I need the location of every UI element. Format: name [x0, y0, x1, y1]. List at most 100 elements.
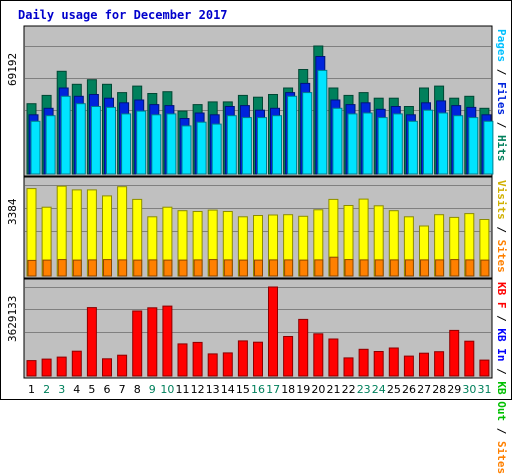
- day-label-17: 17: [266, 383, 280, 396]
- bar-bottom-kb_f-3: [56, 356, 67, 377]
- max-label-bottom: 3629133: [6, 295, 19, 342]
- legend-middle-part: Sites: [495, 239, 508, 273]
- day-label-22: 22: [342, 383, 356, 396]
- legend-middle: Visits / Sites: [495, 180, 508, 273]
- bar-bottom-kb_f-1: [26, 360, 37, 377]
- bar-bottom-kb_f-27: [419, 352, 429, 377]
- bar-middle-sites-18: [284, 259, 294, 277]
- bar-middle-sites-26: [404, 259, 414, 277]
- bar-bottom-kb_f-12: [192, 341, 203, 377]
- bar-middle-sites-7: [118, 259, 128, 277]
- bar-top-pages-14: [226, 115, 237, 175]
- bar-top-pages-6: [106, 106, 116, 175]
- day-label-16: 16: [251, 383, 265, 396]
- bar-top-pages-16: [257, 117, 267, 175]
- day-label-15: 15: [236, 383, 250, 396]
- day-label-6: 6: [104, 383, 111, 396]
- bar-top-pages-23: [362, 112, 373, 175]
- legend-bottom-part: KB In: [495, 328, 508, 362]
- max-label-middle: 3384: [6, 198, 19, 226]
- day-label-28: 28: [432, 383, 446, 396]
- usage-chart: 1 2 3 4 5 6 7 8 9 10 11 12 13 14 15 16 17 18 19 20 21 22 23 24 2…: [23, 25, 494, 396]
- bar-middle-sites-30: [465, 259, 475, 277]
- bar-middle-sites-2: [42, 259, 52, 277]
- day-label-27: 27: [417, 383, 431, 396]
- bar-top-pages-4: [75, 103, 86, 175]
- legend-bottom-part: /: [495, 308, 508, 329]
- page-title: Daily usage for December 2017: [18, 8, 228, 22]
- legend-top-part: Pages: [495, 29, 508, 63]
- bar-bottom-kb_f-22: [343, 357, 354, 377]
- bar-bottom-kb_f-24: [373, 351, 384, 377]
- bar-bottom-kb_f-15: [237, 340, 248, 377]
- bar-top-pages-27: [423, 109, 433, 175]
- bar-top-pages-15: [241, 117, 252, 175]
- legend-top-part: /: [495, 115, 508, 135]
- day-label-29: 29: [447, 383, 461, 396]
- day-label-25: 25: [387, 383, 401, 396]
- day-label-5: 5: [88, 383, 95, 396]
- bar-bottom-kb_f-4: [71, 350, 82, 377]
- bar-top-pages-1: [30, 120, 41, 175]
- day-label-4: 4: [73, 383, 80, 396]
- bar-top-pages-20: [317, 69, 328, 175]
- bar-bottom-kb_f-17: [268, 286, 278, 377]
- day-label-11: 11: [176, 383, 190, 396]
- bar-middle-sites-1: [27, 259, 37, 277]
- bar-top-pages-19: [302, 92, 313, 175]
- bar-middle-sites-31: [480, 259, 490, 277]
- bar-top-pages-26: [407, 120, 418, 175]
- bar-bottom-kb_f-30: [464, 340, 475, 377]
- bar-middle-sites-5: [87, 259, 97, 277]
- bar-middle-sites-17: [269, 259, 278, 277]
- bar-bottom-kb_f-19: [298, 318, 309, 377]
- bar-middle-sites-28: [435, 259, 445, 277]
- bar-top-pages-13: [211, 123, 222, 175]
- bar-top-pages-11: [181, 125, 192, 175]
- day-label-10: 10: [160, 383, 174, 396]
- bar-middle-sites-23: [359, 259, 369, 277]
- bar-top-pages-7: [121, 113, 132, 175]
- bar-middle-sites-4: [72, 259, 82, 277]
- legend-middle-part: /: [495, 219, 508, 240]
- bar-bottom-kb_f-14: [222, 352, 233, 377]
- bar-top-pages-10: [166, 113, 177, 175]
- day-label-1: 1: [28, 383, 35, 396]
- bar-middle-sites-3: [57, 259, 67, 277]
- day-label-7: 7: [119, 383, 126, 396]
- bar-bottom-kb_f-2: [41, 358, 52, 377]
- bar-top-pages-12: [196, 121, 207, 175]
- bar-bottom-kb_f-10: [162, 305, 173, 377]
- bar-top-pages-31: [483, 120, 494, 175]
- bar-top-pages-21: [332, 107, 343, 175]
- bar-top-pages-9: [151, 114, 162, 175]
- bar-middle-sites-24: [374, 259, 384, 277]
- legend-bottom-part: Sites: [495, 441, 508, 474]
- legend-bottom: KB F / KB In / KB Out / Sites: [495, 282, 508, 474]
- bar-top-pages-2: [45, 115, 56, 175]
- bar-middle-sites-10: [163, 259, 173, 277]
- day-label-2: 2: [43, 383, 50, 396]
- bar-middle-sites-27: [420, 259, 429, 277]
- bar-top-pages-17: [272, 115, 282, 175]
- bar-top-pages-8: [136, 110, 147, 175]
- day-label-31: 31: [478, 383, 492, 396]
- bar-middle-sites-12: [193, 259, 203, 277]
- bar-bottom-kb_f-23: [358, 348, 369, 377]
- bar-top-pages-29: [453, 115, 464, 175]
- day-label-24: 24: [372, 383, 386, 396]
- legend-top: Pages / Files / Hits: [495, 29, 508, 162]
- bar-bottom-kb_f-25: [388, 347, 399, 377]
- bar-middle-sites-11: [178, 259, 188, 277]
- day-label-3: 3: [58, 383, 65, 396]
- bar-bottom-kb_f-29: [449, 329, 460, 377]
- bar-bottom-kb_f-26: [403, 355, 414, 377]
- bar-middle-sites-16: [254, 259, 263, 277]
- legend-bottom-part: /: [495, 361, 508, 382]
- day-label-8: 8: [134, 383, 141, 396]
- bar-middle-sites-8: [133, 259, 143, 277]
- day-label-12: 12: [191, 383, 205, 396]
- legend-bottom-part: KB F: [495, 282, 508, 309]
- legend-bottom-part: KB Out: [495, 381, 508, 422]
- bar-bottom-kb_f-8: [132, 310, 143, 377]
